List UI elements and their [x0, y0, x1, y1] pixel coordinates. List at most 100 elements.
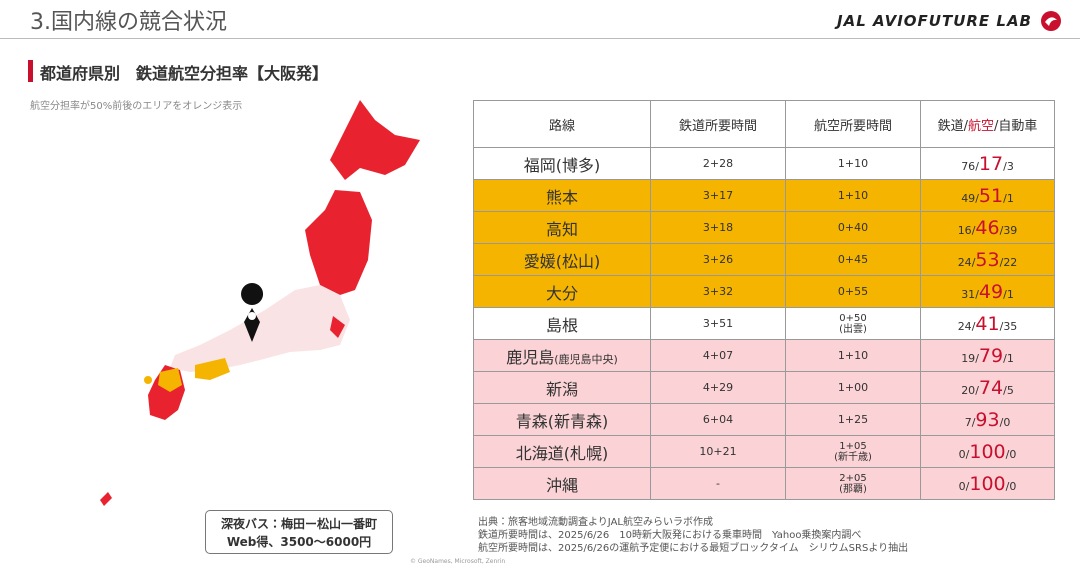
air-time: 0+40	[785, 211, 921, 244]
header-cell: 鉄道所要時間	[650, 100, 786, 148]
air-time-value: 1+00	[837, 381, 869, 394]
share-air: 93	[975, 408, 1000, 431]
share-rail: 7	[964, 415, 972, 429]
table-row: 新潟 4+29 1+00 20/74/5	[473, 371, 1055, 404]
table-row: 大分 3+32 0+55 31/49/1	[473, 275, 1055, 308]
share-cell: 0/100/0	[920, 435, 1055, 468]
rail-time: 3+18	[650, 211, 786, 244]
share-cell: 31/49/1	[920, 275, 1055, 308]
air-time: 1+25	[785, 403, 921, 436]
island	[144, 376, 152, 384]
share-rail: 0	[958, 447, 966, 461]
share-cell: 19/79/1	[920, 339, 1055, 372]
air-time-note: (出雲)	[839, 323, 867, 335]
air-time-value: 1+10	[837, 157, 869, 170]
air-time: 0+55	[785, 275, 921, 308]
rail-time: 3+51	[650, 307, 786, 340]
table-row: 福岡(博多) 2+28 1+10 76/17/3	[473, 147, 1055, 180]
share-car: 1	[1006, 191, 1014, 205]
header-cell: 航空所要時間	[785, 100, 921, 148]
rail-time: 3+17	[650, 179, 786, 212]
source-line: 鉄道所要時間は、2025/6/26 10時新大阪発における乗車時間 Yahoo乗…	[478, 530, 862, 541]
share-car: 5	[1006, 383, 1014, 397]
route-name: 新潟	[545, 379, 578, 399]
route-name: 北海道(札幌)	[515, 443, 609, 463]
slide-title: 3.国内線の競合状況	[30, 10, 227, 35]
source-line: 出典：旅客地域流動調査よりJAL航空みらいラボ作成	[478, 517, 713, 528]
share-air: 41	[975, 312, 1000, 335]
source-line: 航空所要時間は、2025/6/26の運航予定便における最短ブロックタイム シリウ…	[478, 543, 909, 554]
separator: /	[965, 447, 970, 461]
separator: /	[994, 118, 999, 134]
route-name: 鹿児島	[506, 347, 555, 367]
share-car: 1	[1006, 287, 1014, 301]
route-cell: 大分	[473, 275, 651, 308]
route-cell: 沖縄	[473, 467, 651, 500]
share-car: 0	[1003, 415, 1011, 429]
air-time-note: (新千歳)	[834, 451, 872, 463]
route-name: 青森(新青森)	[515, 411, 609, 431]
bus-box: 深夜バス：梅田ー松山一番町 Web得、3500～6000円	[205, 510, 393, 554]
route-name: 愛媛(松山)	[523, 251, 601, 271]
share-rail: 49	[961, 191, 976, 205]
share-rail: 24	[957, 319, 972, 333]
hokkaido	[330, 100, 420, 180]
air-time-value: 1+10	[837, 189, 869, 202]
separator: /	[1003, 383, 1007, 397]
route-cell: 熊本	[473, 179, 651, 212]
section-bar	[28, 60, 33, 82]
separator: /	[999, 223, 1004, 237]
separator: /	[975, 351, 979, 365]
separator: /	[963, 118, 968, 134]
bus-line: 深夜バス：梅田ー松山一番町	[220, 517, 377, 531]
share-car: 0	[1009, 479, 1017, 493]
kumamoto-oita	[158, 368, 182, 392]
air-time-value: 0+40	[837, 221, 869, 234]
separator: /	[999, 319, 1004, 333]
separator: /	[975, 191, 979, 205]
separator: /	[1003, 159, 1007, 173]
table-row: 沖縄 -2+05 (那覇) 0/100/0	[473, 467, 1055, 500]
air-time-value: 0+45	[837, 253, 869, 266]
separator: /	[975, 287, 979, 301]
header-cell: 鉄道/航空/自動車	[920, 100, 1055, 148]
share-car: 35	[1003, 319, 1018, 333]
air-time: 0+50 (出雲)	[785, 307, 921, 340]
divider	[0, 38, 1080, 39]
air-time: 0+45	[785, 243, 921, 276]
rail-time: 4+07	[650, 339, 786, 372]
share-rail: 76	[961, 159, 976, 173]
table-row: 島根 3+51 0+50 (出雲) 24/41/35	[473, 307, 1055, 340]
separator: /	[1005, 479, 1010, 493]
rail-time: -	[650, 467, 786, 500]
air-time-value: 1+25	[837, 413, 869, 426]
route-name: 福岡(博多)	[523, 155, 601, 175]
separator: /	[999, 255, 1004, 269]
route-cell: 青森(新青森)	[473, 403, 651, 436]
table-row: 熊本 3+17 1+10 49/51/1	[473, 179, 1055, 212]
share-car: 22	[1003, 255, 1018, 269]
air-time-value: 1+10	[837, 349, 869, 362]
route-cell: 愛媛(松山)	[473, 243, 651, 276]
share-air: 46	[975, 216, 1000, 239]
route-cell: 北海道(札幌)	[473, 435, 651, 468]
pin-hole	[248, 312, 256, 320]
air-time: 1+05 (新千歳)	[785, 435, 921, 468]
share-cell: 20/74/5	[920, 371, 1055, 404]
separator: /	[999, 415, 1004, 429]
share-rail: 鉄道	[937, 118, 964, 134]
section-title: 都道府県別 鉄道航空分担率【大阪発】	[40, 64, 329, 83]
share-car: 1	[1006, 351, 1014, 365]
rail-time: 6+04	[650, 403, 786, 436]
separator: /	[1003, 191, 1007, 205]
share-air: 79	[978, 344, 1004, 367]
share-rail: 31	[961, 287, 976, 301]
table-row: 愛媛(松山) 3+26 0+45 24/53/22	[473, 243, 1055, 276]
share-cell: 24/41/35	[920, 307, 1055, 340]
route-name: 高知	[545, 219, 578, 239]
route-name: 沖縄	[545, 475, 578, 495]
route-cell: 鹿児島(鹿児島中央)	[473, 339, 651, 372]
rail-time: 3+26	[650, 243, 786, 276]
share-rail: 16	[957, 223, 972, 237]
